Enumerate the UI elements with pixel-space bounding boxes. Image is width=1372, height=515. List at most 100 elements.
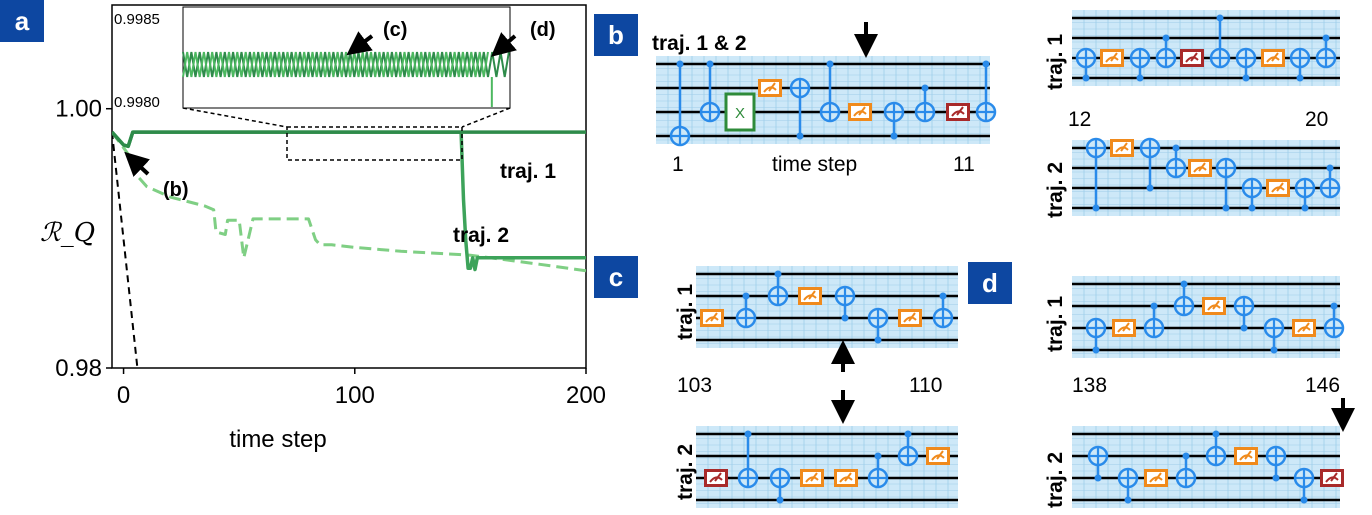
measure-gate-icon <box>903 312 917 323</box>
cnot-control <box>1270 346 1278 354</box>
cnot-control <box>1272 474 1280 482</box>
cnot-control <box>706 60 714 68</box>
measure-gate-icon <box>1207 300 1221 311</box>
cnot-control <box>982 60 990 68</box>
cnot-control <box>776 496 784 504</box>
cnot-control <box>1216 14 1224 22</box>
cnot-control <box>1322 34 1330 42</box>
panel-d-text: d <box>982 268 998 298</box>
cnot-control <box>1124 496 1132 504</box>
circuit-background <box>656 56 990 144</box>
series-line-2 <box>112 131 586 273</box>
measure-gate-icon <box>1117 322 1131 333</box>
x-gate <box>724 92 756 132</box>
series-line-0 <box>112 130 586 149</box>
measure-gate-icon <box>1325 472 1339 483</box>
circuit-b2-start: 12 <box>1068 108 1091 131</box>
panel-c-text: c <box>609 262 623 292</box>
cnot-control <box>1082 74 1090 82</box>
measure-gate-icon <box>1271 182 1285 193</box>
cnot-control <box>1180 280 1188 288</box>
panel-a-text: a <box>15 6 30 36</box>
zoom-line-right <box>461 107 511 128</box>
cnot-control <box>874 452 882 460</box>
annotation-d: (d) <box>530 19 556 41</box>
cnot-control <box>742 292 750 300</box>
cnot-control <box>1242 74 1250 82</box>
circuit-d-t1-label: traj. 1 <box>1044 296 1067 352</box>
inset-series-group <box>182 51 510 107</box>
measure-gate-icon <box>803 290 817 301</box>
y-tick-label: 1.00 <box>55 96 102 123</box>
panel-label-d: d <box>968 262 1012 304</box>
label-traj2: traj. 2 <box>453 224 509 247</box>
main-chart: 0 100 200 0.98 1.00 time step ℛ_Q 0.9985 0.9… <box>40 4 606 453</box>
circuit-c-end: 110 <box>909 374 942 397</box>
circuit-b-start: 1 <box>672 153 684 176</box>
cnot-control <box>1248 204 1256 212</box>
measure-gate-icon <box>931 450 945 461</box>
circuit-b2-t2-label: traj. 2 <box>1044 162 1067 218</box>
circuit-background <box>696 266 958 348</box>
annotation-c: (c) <box>383 19 407 41</box>
cnot-control <box>1172 144 1180 152</box>
circuit-b-end: 11 <box>953 153 975 176</box>
zoom-box <box>286 126 463 161</box>
annotation-b: (b) <box>163 179 189 201</box>
cnot-control <box>1301 204 1309 212</box>
circuit-background <box>696 426 958 508</box>
measure-gate-icon <box>709 472 723 483</box>
x-tick-label: 0 <box>117 382 130 409</box>
circuit-d-traj1 <box>1072 276 1345 358</box>
circuit-b-main: X <box>656 56 997 147</box>
cnot-control <box>744 430 752 438</box>
circuits-group: X <box>656 10 1345 508</box>
cnot-control <box>1330 302 1338 310</box>
main-plot-frame <box>111 4 587 369</box>
circuit-b2-end: 20 <box>1305 108 1328 131</box>
cnot-control <box>1092 346 1100 354</box>
circuit-b-axis: time step <box>772 153 857 176</box>
cnot-control <box>826 60 834 68</box>
cnot-control <box>774 270 782 278</box>
y-tick-label: 0.98 <box>55 355 102 382</box>
arrow-c <box>346 31 374 56</box>
cnot-control <box>841 314 849 322</box>
measure-gate-icon <box>1297 322 1311 333</box>
measure-gate-icon <box>839 472 853 483</box>
arrow-b <box>124 151 150 177</box>
cnot-control <box>890 132 898 140</box>
measure-gate-icon <box>1239 450 1253 461</box>
circuit-b-traj1 <box>1072 10 1340 86</box>
cnot-control <box>1326 164 1334 172</box>
circuit-b-title: traj. 1 & 2 <box>652 32 747 55</box>
circuit-c-t2-label: traj. 2 <box>674 444 697 500</box>
circuit-background <box>1072 426 1340 508</box>
x-tick-label: 100 <box>335 382 375 409</box>
measure-gate-icon <box>1149 472 1163 483</box>
x-tick-label: 200 <box>566 382 606 409</box>
panel-label-b: b <box>594 14 638 56</box>
measure-gate-icon <box>1266 52 1280 63</box>
panel-label-a: a <box>0 0 44 42</box>
measure-gate-icon <box>853 106 867 117</box>
inset-ytick-bottom: 0.9980 <box>114 94 160 111</box>
circuit-d-traj2 <box>1072 426 1344 508</box>
arrow-d <box>490 32 517 57</box>
cnot-control <box>1222 204 1230 212</box>
circuit-b2-t1-label: traj. 1 <box>1044 34 1067 90</box>
circuit-c-t1-label: traj. 1 <box>674 284 697 340</box>
series-line-3 <box>112 131 139 368</box>
circuit-b-traj2 <box>1072 137 1341 216</box>
measure-gate-icon <box>805 472 819 483</box>
cnot-control <box>1182 452 1190 460</box>
measure-gate-icon <box>1193 162 1207 173</box>
x-axis-label: time step <box>229 426 326 453</box>
cnot-control <box>1136 74 1144 82</box>
main-ticks-group: 0 100 200 0.98 1.00 <box>55 96 606 409</box>
zoom-line-left <box>182 107 288 128</box>
measure-gate-icon <box>1115 142 1129 153</box>
y-axis-label: ℛ_Q <box>40 218 95 248</box>
cnot-control <box>1300 496 1308 504</box>
